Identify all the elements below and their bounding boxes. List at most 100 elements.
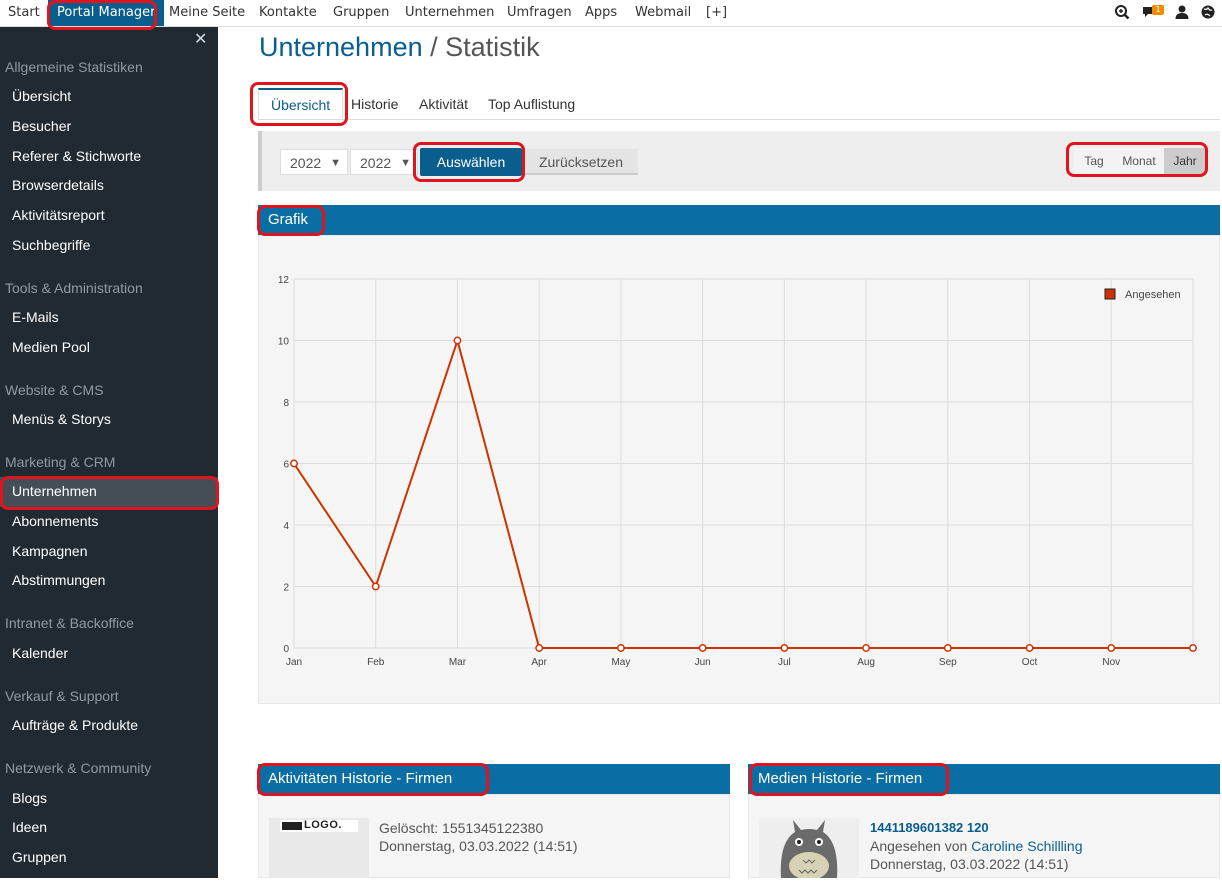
- close-icon[interactable]: ✕: [194, 31, 208, 48]
- year-to-select[interactable]: 2022 ▼: [350, 149, 418, 175]
- sidebar-item-browserdetails[interactable]: Browserdetails: [12, 177, 104, 193]
- media-thumbnail[interactable]: [759, 818, 859, 880]
- x-tick-label: Apr: [531, 657, 547, 668]
- period-tag-button[interactable]: Tag: [1074, 148, 1114, 174]
- nav-add[interactable]: [+]: [706, 5, 728, 20]
- sidebar-item-auftraege[interactable]: Aufträge & Produkte: [12, 717, 139, 733]
- sidebar-section-allgemeine: Allgemeine Statistiken: [5, 59, 143, 75]
- nav-apps[interactable]: Apps: [585, 5, 618, 20]
- nav-webmail[interactable]: Webmail: [635, 5, 692, 20]
- y-tick-label: 8: [283, 398, 289, 409]
- tab-historie[interactable]: Historie: [351, 96, 399, 112]
- y-tick-label: 10: [278, 337, 290, 348]
- sidebar-section-intranet: Intranet & Backoffice: [5, 615, 134, 631]
- y-tick-label: 4: [283, 521, 289, 532]
- media-viewed-text: Angesehen von Caroline Schillling: [870, 838, 1082, 854]
- totoro-image: [780, 820, 838, 880]
- nav-umfragen[interactable]: Umfragen: [507, 5, 572, 20]
- page-title-sub: Statistik: [445, 32, 540, 62]
- tab-aktivitaet[interactable]: Aktivität: [419, 96, 469, 112]
- grafik-panel-body: 0 2 4 6 8 10 12 Jan Feb Mar Apr May Jun Jul Aug Sep Oct N…: [258, 235, 1220, 704]
- sidebar-item-kampagnen[interactable]: Kampagnen: [12, 543, 88, 559]
- series-line-angesehen: [293, 337, 1193, 649]
- data-point: [1107, 644, 1116, 652]
- x-tick-label: Nov: [1102, 657, 1120, 668]
- sidebar-item-blogs[interactable]: Blogs: [12, 790, 48, 806]
- nav-kontakte[interactable]: Kontakte: [259, 5, 317, 20]
- reset-button[interactable]: Zurücksetzen: [524, 149, 638, 175]
- sidebar-item-kalender[interactable]: Kalender: [12, 645, 69, 661]
- data-point: [290, 459, 298, 468]
- sidebar-item-medien-pool[interactable]: Medien Pool: [12, 339, 90, 355]
- sidebar-section-tools: Tools & Administration: [5, 280, 143, 296]
- data-point: [1189, 644, 1197, 652]
- tab-top-auflistung[interactable]: Top Auflistung: [488, 96, 576, 112]
- activity-panel-header: Aktivitäten Historie - Firmen: [258, 764, 730, 794]
- company-logo: LOGO.: [280, 819, 358, 832]
- x-tick-label: Oct: [1022, 657, 1038, 668]
- filter-bar: 2022 ▼ 2022 ▼ Auswählen Zurücksetzen Tag…: [258, 131, 1220, 191]
- user-icon[interactable]: [1174, 4, 1190, 20]
- y-tick-label: 2: [283, 583, 289, 594]
- x-tick-label: Feb: [367, 657, 385, 668]
- media-panel-header: Medien Historie - Firmen: [748, 764, 1220, 794]
- sidebar-item-besucher[interactable]: Besucher: [12, 118, 72, 134]
- sidebar-item-menues-storys[interactable]: Menüs & Storys: [12, 411, 111, 427]
- sidebar-item-aktivitaetsreport[interactable]: Aktivitätsreport: [12, 207, 105, 223]
- media-link[interactable]: 1441189601382 120: [870, 820, 989, 835]
- sidebar: ✕ Allgemeine Statistiken Übersicht Besuc…: [0, 27, 218, 878]
- sidebar-item-suchbegriffe[interactable]: Suchbegriffe: [12, 237, 91, 253]
- zoom-search-icon[interactable]: [1114, 4, 1130, 20]
- data-point: [535, 644, 544, 652]
- page-title-separator: /: [430, 32, 438, 62]
- nav-portal-manager[interactable]: Portal Manager: [48, 0, 165, 26]
- logo-mark-icon: [282, 822, 302, 830]
- x-tick-label: Jan: [286, 657, 302, 668]
- year-from-value: 2022: [290, 155, 322, 171]
- sidebar-item-referer[interactable]: Referer & Stichworte: [12, 148, 142, 164]
- sidebar-section-website: Website & CMS: [5, 382, 104, 398]
- sidebar-item-uebersicht[interactable]: Übersicht: [12, 88, 72, 104]
- media-date-text: Donnerstag, 03.03.2022 (14:51): [870, 856, 1069, 872]
- year-from-select[interactable]: 2022 ▼: [280, 149, 348, 175]
- data-point: [780, 644, 789, 652]
- y-tick-label: 12: [278, 275, 290, 286]
- nav-unternehmen[interactable]: Unternehmen: [405, 5, 495, 20]
- sidebar-item-gruppen[interactable]: Gruppen: [12, 849, 67, 865]
- period-monat-button[interactable]: Monat: [1114, 148, 1164, 174]
- sidebar-item-emails[interactable]: E-Mails: [12, 309, 59, 325]
- x-tick-label: May: [611, 657, 630, 668]
- year-to-value: 2022: [360, 155, 392, 171]
- data-point: [943, 644, 952, 652]
- data-point: [371, 582, 380, 591]
- top-navigation: Start Portal Manager Meine Seite Kontakt…: [0, 0, 1222, 27]
- logo-text: LOGO.: [304, 819, 342, 831]
- chat-icon[interactable]: [1142, 4, 1158, 20]
- media-viewed-prefix: Angesehen von: [870, 838, 968, 854]
- sidebar-item-ideen[interactable]: Ideen: [12, 819, 48, 835]
- sidebar-item-abstimmungen[interactable]: Abstimmungen: [12, 572, 106, 588]
- nav-gruppen[interactable]: Gruppen: [333, 5, 390, 20]
- x-tick-label: Aug: [857, 657, 875, 668]
- select-button[interactable]: Auswählen: [420, 148, 522, 176]
- legend-swatch: [1104, 288, 1116, 300]
- y-tick-label: 6: [283, 460, 289, 471]
- period-jahr-button[interactable]: Jahr: [1164, 148, 1206, 174]
- chevron-down-icon: ▼: [330, 157, 341, 169]
- sidebar-section-marketing: Marketing & CRM: [5, 454, 116, 470]
- activity-deleted-text: Gelöscht: 1551345122380: [379, 820, 544, 836]
- page-title: Unternehmen / Statistik: [259, 32, 540, 63]
- x-tick-label: Mar: [449, 657, 467, 668]
- nav-meine-seite[interactable]: Meine Seite: [169, 5, 246, 20]
- media-viewed-user-link[interactable]: Caroline Schillling: [971, 838, 1083, 854]
- notification-badge: 1: [1152, 5, 1164, 15]
- activity-date-text: Donnerstag, 03.03.2022 (14:51): [379, 838, 578, 854]
- data-point: [698, 644, 707, 652]
- nav-start[interactable]: Start: [8, 5, 40, 20]
- globe-icon[interactable]: [1200, 4, 1216, 20]
- tab-uebersicht[interactable]: Übersicht: [258, 88, 344, 119]
- sidebar-item-abonnements[interactable]: Abonnements: [12, 513, 99, 529]
- page-title-main: Unternehmen: [259, 32, 423, 62]
- sidebar-item-unternehmen[interactable]: Unternehmen: [12, 483, 97, 499]
- x-tick-label: Jul: [778, 657, 791, 668]
